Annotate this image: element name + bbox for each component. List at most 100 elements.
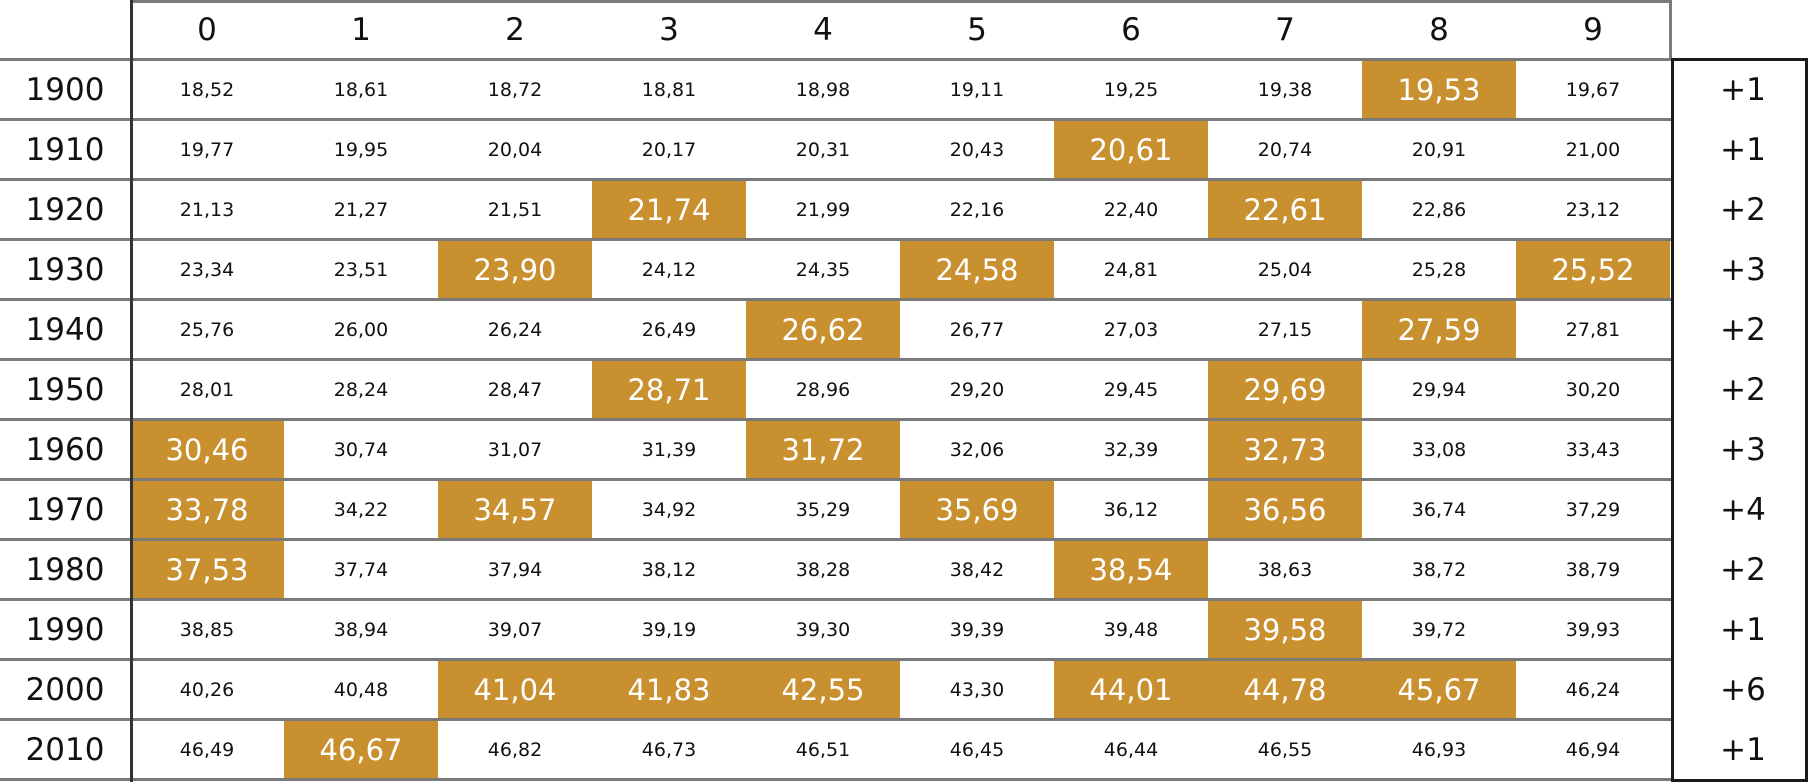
highlighted-value-cell: 36,56: [1208, 480, 1362, 540]
highlighted-value-cell: 32,73: [1208, 420, 1362, 480]
highlighted-value-cell: 30,46: [130, 420, 284, 480]
value-cell: 26,00: [333, 319, 389, 341]
value-cell: 46,94: [1565, 739, 1621, 761]
column-header: 6: [1121, 12, 1141, 48]
value-cell: 18,81: [641, 79, 697, 101]
row-separator: [0, 778, 1672, 781]
value-cell: 19,95: [333, 139, 389, 161]
value-cell: 23,51: [333, 259, 389, 281]
value-cell: 46,51: [795, 739, 851, 761]
column-header: 2: [505, 12, 525, 48]
value-cell: 18,52: [179, 79, 235, 101]
column-header: 4: [813, 12, 833, 48]
row-count: +1: [1720, 72, 1766, 108]
value-cell: 20,31: [795, 139, 851, 161]
row-count: +2: [1720, 312, 1766, 348]
row-separator: [0, 358, 1672, 361]
value-cell: 32,39: [1103, 439, 1159, 461]
value-cell: 39,93: [1565, 619, 1621, 641]
value-cell: 46,44: [1103, 739, 1159, 761]
value-cell: 26,49: [641, 319, 697, 341]
value-cell: 40,48: [333, 679, 389, 701]
value-cell: 37,94: [487, 559, 543, 581]
highlighted-value-cell: 38,54: [1054, 540, 1208, 600]
value-cell: 43,30: [949, 679, 1005, 701]
value-cell: 20,43: [949, 139, 1005, 161]
row-separator: [0, 598, 1672, 601]
column-header: 8: [1429, 12, 1449, 48]
column-header: 5: [967, 12, 987, 48]
value-cell: 46,49: [179, 739, 235, 761]
value-cell: 35,29: [795, 499, 851, 521]
value-cell: 21,13: [179, 199, 235, 221]
value-cell: 38,12: [641, 559, 697, 581]
row-separator: [0, 538, 1672, 541]
value-cell: 46,93: [1411, 739, 1467, 761]
value-cell: 34,22: [333, 499, 389, 521]
value-cell: 24,35: [795, 259, 851, 281]
highlighted-value-cell: 29,69: [1208, 360, 1362, 420]
value-cell: 23,34: [179, 259, 235, 281]
highlighted-value-cell: 21,74: [592, 180, 746, 240]
value-cell: 26,24: [487, 319, 543, 341]
value-cell: 39,72: [1411, 619, 1467, 641]
value-cell: 38,85: [179, 619, 235, 641]
row-separator: [0, 418, 1672, 421]
value-cell: 19,77: [179, 139, 235, 161]
row-label: 2000: [25, 672, 105, 708]
row-label: 1980: [25, 552, 105, 588]
highlighted-value-cell: 24,58: [900, 240, 1054, 300]
value-cell: 22,40: [1103, 199, 1159, 221]
row-label: 1920: [25, 192, 105, 228]
value-cell: 24,12: [641, 259, 697, 281]
highlighted-value-cell: 33,78: [130, 480, 284, 540]
value-cell: 24,81: [1103, 259, 1159, 281]
row-label: 1950: [25, 372, 105, 408]
value-cell: 21,27: [333, 199, 389, 221]
value-cell: 38,63: [1257, 559, 1313, 581]
value-cell: 38,94: [333, 619, 389, 641]
highlighted-value-cell: 31,72: [746, 420, 900, 480]
highlighted-value-cell: 39,58: [1208, 600, 1362, 660]
highlighted-value-cell: 37,53: [130, 540, 284, 600]
row-count: +2: [1720, 552, 1766, 588]
value-cell: 38,72: [1411, 559, 1467, 581]
value-cell: 38,42: [949, 559, 1005, 581]
value-cell: 19,11: [949, 79, 1005, 101]
row-label: 1930: [25, 252, 105, 288]
row-label: 1990: [25, 612, 105, 648]
value-cell: 38,79: [1565, 559, 1621, 581]
highlighted-value-cell: 44,78: [1208, 660, 1362, 720]
row-count: +1: [1720, 612, 1766, 648]
value-cell: 28,01: [179, 379, 235, 401]
column-header: 1: [351, 12, 371, 48]
row-count: +3: [1720, 432, 1766, 468]
value-cell: 19,67: [1565, 79, 1621, 101]
value-cell: 27,15: [1257, 319, 1313, 341]
value-cell: 20,04: [487, 139, 543, 161]
row-separator: [0, 718, 1672, 721]
highlighted-value-cell: 42,55: [746, 660, 900, 720]
row-count: +2: [1720, 192, 1766, 228]
value-cell: 31,39: [641, 439, 697, 461]
highlighted-value-cell: 23,90: [438, 240, 592, 300]
value-cell: 39,48: [1103, 619, 1159, 641]
row-count: +6: [1720, 672, 1766, 708]
value-cell: 22,86: [1411, 199, 1467, 221]
value-cell: 46,55: [1257, 739, 1313, 761]
value-cell: 30,74: [333, 439, 389, 461]
value-cell: 33,08: [1411, 439, 1467, 461]
value-cell: 20,17: [641, 139, 697, 161]
value-cell: 25,76: [179, 319, 235, 341]
column-header: 3: [659, 12, 679, 48]
value-cell: 39,30: [795, 619, 851, 641]
row-label: 2010: [25, 732, 105, 768]
highlighted-value-cell: 27,59: [1362, 300, 1516, 360]
value-cell: 31,07: [487, 439, 543, 461]
row-separator: [0, 118, 1672, 121]
value-cell: 46,45: [949, 739, 1005, 761]
value-cell: 38,28: [795, 559, 851, 581]
value-cell: 23,12: [1565, 199, 1621, 221]
value-cell: 21,51: [487, 199, 543, 221]
value-cell: 39,19: [641, 619, 697, 641]
